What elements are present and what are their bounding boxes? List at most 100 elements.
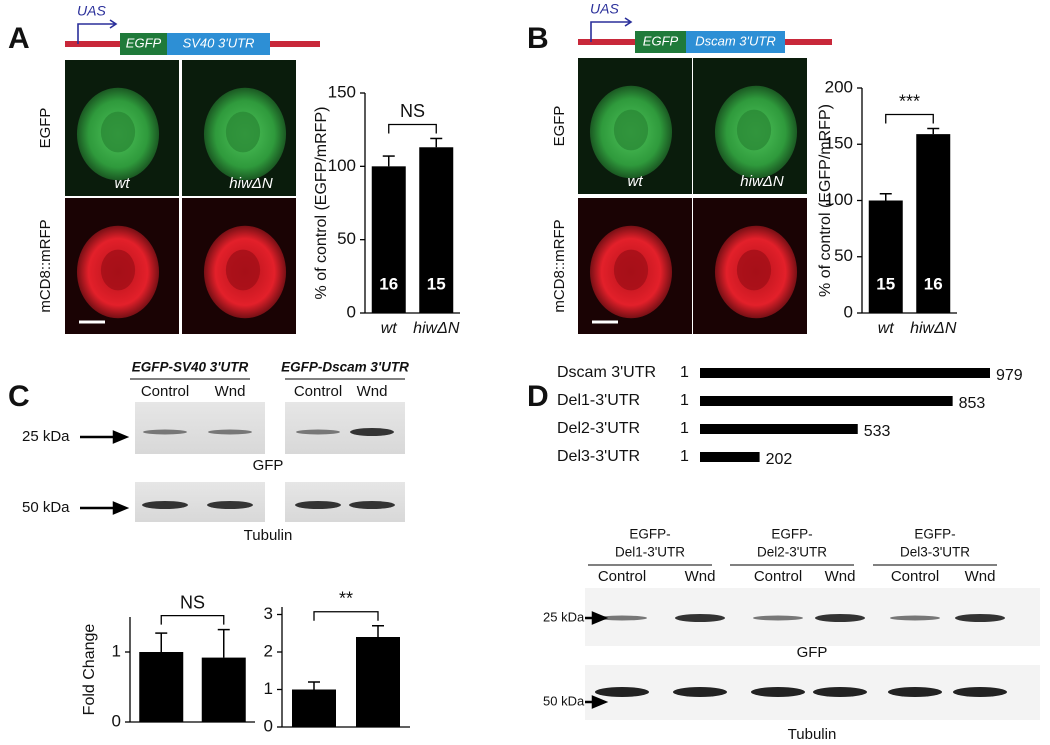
x-tick-label: wt xyxy=(878,320,895,337)
x-tick-label: hiwΔN xyxy=(413,320,460,337)
construct-header: EGFP-Dscam 3'UTR xyxy=(281,360,409,375)
bar xyxy=(139,652,184,722)
construct-name: Del1-3'UTR xyxy=(557,392,640,409)
significance-label: *** xyxy=(899,91,920,111)
protein-label: Tubulin xyxy=(788,726,837,743)
reporter-label: EGFP xyxy=(643,33,679,48)
nucleus xyxy=(225,111,261,153)
utr-bar xyxy=(700,452,760,462)
nucleus xyxy=(225,249,261,291)
lane-label: Control xyxy=(141,383,189,400)
protein-label: GFP xyxy=(253,457,284,474)
y-tick-label: 0 xyxy=(264,716,273,735)
blot-band xyxy=(143,429,187,435)
lane-label: Control xyxy=(598,568,646,585)
blot-band xyxy=(597,615,647,621)
nucleus xyxy=(736,109,772,151)
y-tick-label: 150 xyxy=(825,134,853,153)
utr-label: Dscam 3'UTR xyxy=(695,33,776,48)
significance-bracket xyxy=(313,611,379,621)
utr-box xyxy=(686,31,785,53)
blot-band xyxy=(595,687,649,697)
marker-label: 50 kDa xyxy=(22,499,70,516)
utr-bar xyxy=(700,396,953,406)
blot-band xyxy=(295,501,341,509)
bar xyxy=(356,637,400,727)
end-label: 533 xyxy=(864,423,891,440)
blot-band xyxy=(815,614,865,622)
y-tick-label: 1 xyxy=(112,641,121,660)
y-tick-label: 50 xyxy=(337,229,356,248)
gel xyxy=(135,402,265,454)
construct-header: EGFP- xyxy=(914,527,955,542)
y-tick-label: 150 xyxy=(328,82,356,101)
x-tick-label: wt xyxy=(381,320,398,337)
blot-band xyxy=(955,614,1005,622)
end-label: 202 xyxy=(766,451,793,468)
genotype-label: wt xyxy=(115,175,131,192)
construct-name: Dscam 3'UTR xyxy=(557,364,656,381)
y-tick-label: 0 xyxy=(112,711,121,730)
y-tick-label: 0 xyxy=(844,302,853,321)
blot-band xyxy=(673,687,727,697)
n-label: 16 xyxy=(924,274,943,293)
marker-label: 50 kDa xyxy=(543,693,585,708)
lane-label: Wnd xyxy=(825,568,856,585)
y-tick-label: 2 xyxy=(264,641,273,660)
panel-label: C xyxy=(8,380,30,413)
lane-label: Control xyxy=(294,383,342,400)
panel-label: A xyxy=(8,22,30,55)
blot-band xyxy=(208,429,252,435)
bar xyxy=(371,166,406,313)
lane-label: Wnd xyxy=(357,383,388,400)
n-label: 16 xyxy=(379,274,398,293)
lane-label: Wnd xyxy=(685,568,716,585)
reporter-box xyxy=(635,31,686,53)
y-tick-label: 3 xyxy=(264,604,273,623)
protein-label: Tubulin xyxy=(244,527,293,544)
y-axis-label: % of control (EGFP/mRFP) xyxy=(313,107,330,300)
blot-band xyxy=(813,687,867,697)
construct-header: EGFP- xyxy=(629,527,670,542)
marker-arrow xyxy=(80,430,130,444)
promoter-arrow xyxy=(590,17,633,42)
lane-label: Control xyxy=(754,568,802,585)
y-tick-label: 200 xyxy=(825,77,853,96)
blot-band xyxy=(890,615,940,621)
utr-bar xyxy=(700,368,990,378)
lane-label: Control xyxy=(891,568,939,585)
marker-arrow xyxy=(585,695,609,709)
significance-label: ** xyxy=(339,589,353,609)
reporter-box xyxy=(120,33,167,55)
bar xyxy=(201,657,246,722)
significance-bracket xyxy=(160,614,225,625)
panel-label: D xyxy=(527,380,549,413)
utr-label: SV40 3'UTR xyxy=(183,35,255,50)
nucleus xyxy=(613,109,649,151)
construct-header: EGFP- xyxy=(771,527,812,542)
blot-band xyxy=(753,615,803,621)
bar xyxy=(868,200,903,313)
utr-bar xyxy=(700,424,858,434)
genotype-label: hiwΔN xyxy=(229,175,273,192)
start-label: 1 xyxy=(680,420,689,437)
nucleus xyxy=(100,249,136,291)
significance-bracket xyxy=(885,113,934,124)
construct-header: Del2-3'UTR xyxy=(757,545,827,560)
channel-label: mCD8::mRFP xyxy=(37,219,54,312)
lane-label: Wnd xyxy=(215,383,246,400)
y-axis-label: % of control (EGFP/mRFP) xyxy=(817,104,834,297)
significance-label: NS xyxy=(400,101,425,121)
marker-arrow xyxy=(80,501,130,515)
blot-band xyxy=(751,687,805,697)
utr-box xyxy=(167,33,270,55)
y-tick-label: 1 xyxy=(264,679,273,698)
nucleus xyxy=(100,111,136,153)
y-axis-label: Fold Change xyxy=(81,624,98,716)
bar xyxy=(419,147,454,313)
significance-bracket xyxy=(388,123,437,134)
n-label: 15 xyxy=(876,274,895,293)
